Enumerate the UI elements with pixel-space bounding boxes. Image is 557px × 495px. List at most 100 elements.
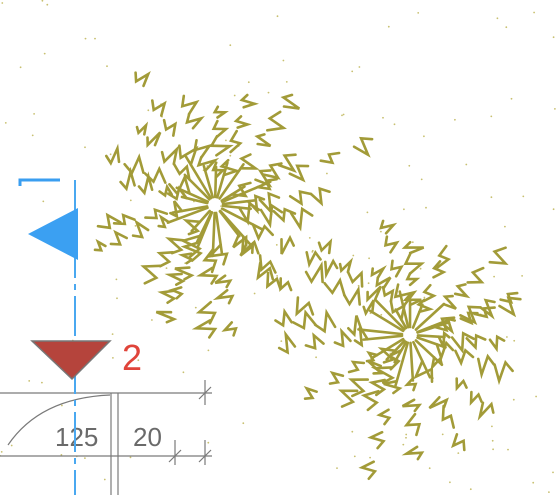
leaf-zigzag bbox=[375, 276, 392, 290]
dot bbox=[280, 340, 283, 342]
leaf-zigzag bbox=[240, 235, 260, 256]
leaf-zigzag bbox=[156, 251, 174, 268]
dot bbox=[408, 164, 411, 167]
leaf-zigzag bbox=[105, 143, 121, 166]
leaf-zigzag bbox=[251, 223, 275, 242]
leaf-zigzag bbox=[360, 389, 380, 412]
leaf-zigzag bbox=[254, 133, 272, 148]
dot bbox=[41, 381, 43, 384]
dot bbox=[417, 12, 420, 14]
leaf-zigzag bbox=[353, 326, 369, 348]
dimension-tick bbox=[198, 386, 212, 400]
dot bbox=[33, 113, 35, 115]
dot bbox=[351, 70, 354, 73]
leaf-zigzag bbox=[389, 259, 404, 278]
leaf-zigzag bbox=[178, 144, 199, 166]
leaf-zigzag bbox=[109, 229, 128, 246]
dot bbox=[103, 478, 106, 481]
dot bbox=[84, 457, 86, 459]
dot bbox=[492, 448, 494, 451]
leaf-zigzag bbox=[96, 212, 122, 230]
leaf-zigzag bbox=[430, 355, 444, 372]
leaf-zigzag bbox=[352, 136, 374, 158]
leaf-zigzag bbox=[441, 317, 457, 335]
leaf-zigzag bbox=[476, 353, 496, 380]
leaf-zigzag bbox=[488, 246, 509, 265]
leaf-zigzag bbox=[305, 250, 322, 269]
branch bbox=[411, 303, 424, 329]
leaf-zigzag bbox=[196, 266, 219, 285]
dot bbox=[0, 451, 3, 453]
leaf-zigzag bbox=[401, 398, 423, 413]
dot bbox=[28, 380, 31, 382]
dot bbox=[449, 481, 451, 484]
dot bbox=[326, 172, 328, 175]
leaf-zigzag bbox=[162, 118, 178, 137]
branch bbox=[221, 180, 272, 204]
dot bbox=[129, 456, 132, 459]
leaf-zigzag bbox=[413, 359, 434, 384]
dot bbox=[367, 282, 370, 285]
dot bbox=[351, 430, 354, 433]
leaf-zigzag bbox=[211, 119, 230, 138]
dot bbox=[425, 206, 427, 209]
dot bbox=[457, 452, 460, 454]
dot bbox=[454, 118, 456, 121]
leaf-zigzag bbox=[168, 173, 191, 197]
leaf-zigzag bbox=[238, 153, 260, 170]
leaf-zigzag bbox=[177, 252, 195, 265]
leaf-zigzag bbox=[338, 389, 359, 408]
branch bbox=[175, 186, 210, 204]
dot bbox=[352, 254, 355, 257]
leaf-zigzag bbox=[366, 285, 383, 303]
leaf-zigzag bbox=[123, 153, 145, 176]
leaf-zigzag bbox=[323, 277, 346, 297]
leaf-zigzag bbox=[367, 359, 385, 375]
leaf-zigzag bbox=[172, 162, 191, 181]
leaf-zigzag bbox=[386, 348, 403, 371]
leaf-zigzag bbox=[157, 213, 171, 229]
leaf-zigzag bbox=[338, 257, 354, 274]
leaf-zigzag bbox=[259, 203, 284, 229]
leaf-zigzag bbox=[196, 155, 220, 172]
leaf-zigzag bbox=[151, 99, 167, 117]
leaf-zigzag bbox=[137, 171, 154, 196]
leaf-zigzag bbox=[289, 206, 314, 232]
leaf-zigzag bbox=[368, 378, 387, 397]
door-arc bbox=[7, 394, 111, 446]
dot bbox=[194, 306, 197, 309]
dot bbox=[10, 444, 13, 447]
dot bbox=[505, 26, 508, 29]
branch bbox=[166, 206, 209, 224]
dot bbox=[229, 44, 232, 47]
dot bbox=[129, 199, 132, 202]
dot bbox=[405, 436, 407, 439]
dot bbox=[380, 230, 382, 233]
dot bbox=[225, 139, 227, 142]
dot bbox=[552, 208, 555, 211]
branch bbox=[416, 334, 446, 339]
dot bbox=[491, 425, 493, 428]
dot bbox=[554, 108, 556, 110]
branch bbox=[221, 204, 252, 211]
dimension-tick bbox=[168, 449, 182, 463]
leaf-zigzag bbox=[348, 378, 370, 398]
dot bbox=[465, 163, 468, 166]
dot bbox=[267, 91, 270, 94]
dot bbox=[552, 471, 554, 474]
leaf-zigzag bbox=[365, 350, 379, 363]
dot bbox=[285, 81, 288, 83]
branch bbox=[220, 207, 264, 231]
leaf-zigzag bbox=[422, 283, 437, 303]
dot bbox=[315, 356, 317, 359]
leaf-zigzag bbox=[193, 139, 213, 159]
leaf-zigzag bbox=[277, 330, 297, 355]
dot bbox=[513, 339, 516, 342]
dot bbox=[42, 200, 45, 203]
dot bbox=[182, 371, 185, 374]
dot bbox=[253, 292, 256, 295]
leaf-zigzag bbox=[212, 105, 229, 119]
leaf-zigzag bbox=[265, 110, 287, 132]
leaf-zigzag bbox=[112, 213, 136, 226]
dot bbox=[276, 15, 279, 18]
